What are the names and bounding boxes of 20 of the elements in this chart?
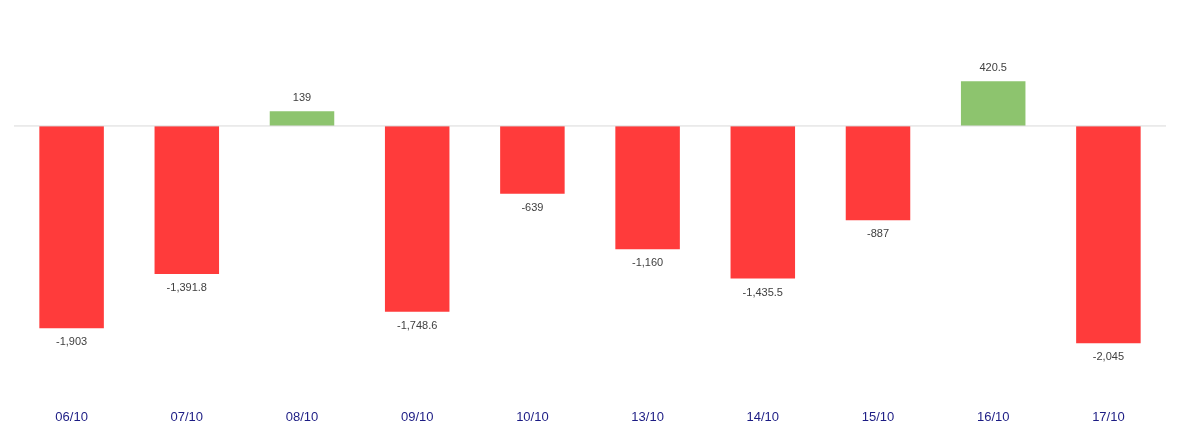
x-tick-label: 09/10 bbox=[400, 408, 434, 424]
data-label: -1,748.6 bbox=[397, 318, 438, 331]
x-tick-label: 15/10 bbox=[861, 408, 895, 424]
x-tick-label: 08/10 bbox=[285, 408, 319, 424]
data-label: -2,045 bbox=[1092, 350, 1124, 363]
data-label: -1,160 bbox=[632, 256, 664, 269]
x-tick-label: 10/10 bbox=[516, 408, 549, 424]
data-label: -1,435.5 bbox=[742, 285, 783, 298]
data-label: -1,903 bbox=[56, 335, 88, 348]
x-tick-label: 07/10 bbox=[170, 408, 204, 424]
x-tick-label: 17/10 bbox=[1092, 408, 1125, 424]
data-label: 420.5 bbox=[979, 61, 1007, 74]
x-tick-label: 16/10 bbox=[976, 408, 1010, 424]
x-tick-label: 14/10 bbox=[746, 408, 780, 424]
data-label: -887 bbox=[866, 227, 890, 240]
x-tick-label: 13/10 bbox=[631, 408, 664, 424]
data-label: 139 bbox=[292, 91, 312, 104]
data-label: -1,391.8 bbox=[166, 280, 207, 293]
x-tick-label: 06/10 bbox=[55, 408, 88, 424]
data-label: -639 bbox=[521, 200, 544, 213]
